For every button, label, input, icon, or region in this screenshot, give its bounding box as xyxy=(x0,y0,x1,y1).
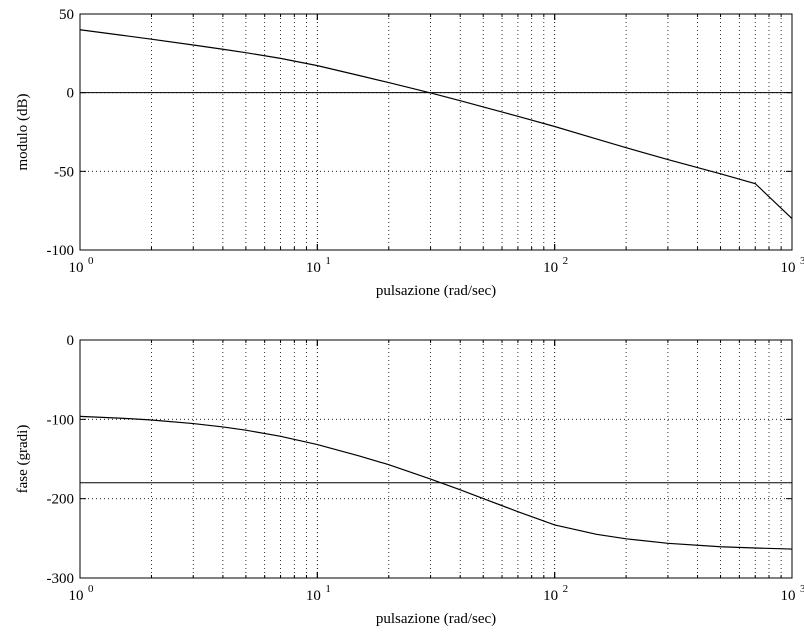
x-tick-label-exponent: 2 xyxy=(563,583,569,595)
x-tick-label-exponent: 3 xyxy=(800,255,804,267)
x-tick-label-base: 10 xyxy=(781,588,796,604)
magnitude-axes-frame xyxy=(79,13,793,251)
phase-ticks: 10 0 10 1 10 2 10 3 -300 -200 -100 0 xyxy=(47,333,804,604)
x-tick-label-base: 10 xyxy=(69,260,84,276)
magnitude-ticks: 10 0 10 1 10 2 10 3 -100 -50 0 50 xyxy=(47,7,804,276)
x-tick-label: 10 1 xyxy=(306,255,331,276)
y-tick-label: -50 xyxy=(54,164,74,180)
phase-series xyxy=(79,415,793,550)
y-tick-label: 50 xyxy=(59,7,74,23)
y-tick-label: -200 xyxy=(47,492,75,508)
x-tick-label: 10 0 xyxy=(69,583,95,604)
phase-axes-frame xyxy=(79,339,793,579)
x-tick-label-base: 10 xyxy=(306,260,321,276)
y-tick-label: 0 xyxy=(67,86,75,102)
x-tick-label: 10 2 xyxy=(543,255,568,276)
phase-y-axis-label: fase (gradi) xyxy=(15,425,31,494)
magnitude-x-axis-label: pulsazione (rad/sec) xyxy=(376,283,496,299)
x-tick-label-base: 10 xyxy=(69,588,84,604)
x-tick-label-base: 10 xyxy=(543,588,558,604)
x-tick-label: 10 0 xyxy=(69,255,95,276)
y-tick-label: -300 xyxy=(47,571,75,587)
phase-grid xyxy=(80,340,792,578)
x-tick-label: 10 3 xyxy=(781,583,804,604)
x-tick-label-base: 10 xyxy=(543,260,558,276)
x-tick-label: 10 1 xyxy=(306,583,331,604)
magnitude-panel: 10 0 10 1 10 2 10 3 -100 -50 0 50 modulo (dB) pulsa… xyxy=(15,7,804,299)
x-tick-label: 10 2 xyxy=(543,583,568,604)
x-tick-label-base: 10 xyxy=(781,260,796,276)
magnitude-series xyxy=(79,29,793,219)
phase-panel: 10 0 10 1 10 2 10 3 -300 -200 -100 0 fase (gradi) p… xyxy=(15,333,804,627)
series-line xyxy=(79,29,793,219)
x-tick-label-base: 10 xyxy=(306,588,321,604)
y-tick-label: -100 xyxy=(47,412,75,428)
x-tick-label-exponent: 1 xyxy=(325,583,331,595)
x-tick-label: 10 3 xyxy=(781,255,804,276)
x-tick-label-exponent: 1 xyxy=(325,255,331,267)
y-tick-label: -100 xyxy=(47,243,75,259)
phase-x-axis-label: pulsazione (rad/sec) xyxy=(376,611,496,627)
y-tick-label: 0 xyxy=(67,333,75,349)
x-tick-label-exponent: 3 xyxy=(800,583,804,595)
x-tick-label-exponent: 0 xyxy=(88,255,94,267)
x-tick-label-exponent: 2 xyxy=(563,255,569,267)
x-tick-label-exponent: 0 xyxy=(88,583,94,595)
magnitude-y-axis-label: modulo (dB) xyxy=(15,93,31,170)
series-line xyxy=(79,415,793,550)
